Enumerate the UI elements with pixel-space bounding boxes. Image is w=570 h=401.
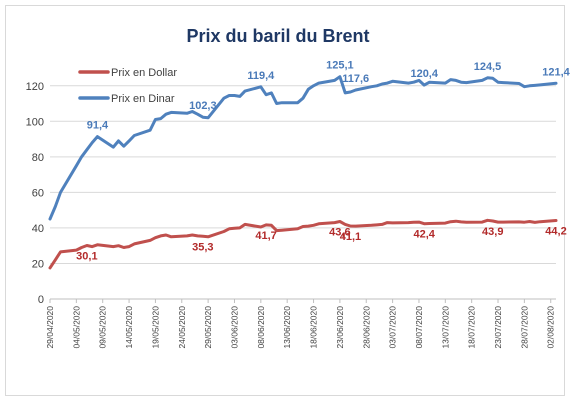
- data-label: 125,1: [326, 60, 354, 72]
- y-tick-label: 20: [32, 258, 44, 270]
- data-label: 42,4: [414, 229, 436, 241]
- data-label: 102,3: [189, 100, 217, 112]
- data-label-layer: 30,1 35,3 41,7 43,641,1 42,4 43,9 44,2 91,4 102,…: [76, 60, 570, 263]
- x-tick-label: 28/07/2020: [519, 306, 529, 349]
- x-tick-label: 18/07/2020: [467, 306, 477, 349]
- y-tick-label: 60: [32, 187, 44, 199]
- legend-label-dinar: Prix en Dinar: [111, 93, 175, 105]
- x-tick-label: 24/05/2020: [177, 306, 187, 349]
- y-tick-label: 80: [32, 152, 44, 164]
- grid-layer: [50, 85, 556, 264]
- data-label: 121,4: [542, 66, 570, 78]
- data-label: 43,6: [329, 227, 350, 239]
- series-line-dinar: [48, 75, 558, 221]
- x-tick-label: 08/06/2020: [256, 306, 266, 349]
- data-label: 35,3: [192, 241, 213, 253]
- legend-label-dollar: Prix en Dollar: [111, 67, 177, 79]
- chart-frame: [5, 5, 565, 396]
- data-label: 124,5: [474, 61, 502, 73]
- x-tick-label: 23/06/2020: [335, 306, 345, 349]
- data-label: 44,2: [545, 225, 566, 237]
- y-tick-label: 0: [38, 294, 44, 306]
- data-label: 117,6: [342, 73, 369, 85]
- x-tick-label: 18/06/2020: [309, 306, 319, 349]
- legend: Prix en Dollar Prix en Dinar: [78, 67, 177, 105]
- x-tick-label: 29/04/2020: [45, 306, 55, 349]
- series-layer: [48, 75, 558, 270]
- chart-title: Prix du baril du Brent: [186, 26, 369, 46]
- x-tick-label: 14/05/2020: [124, 306, 134, 349]
- series-line-dollar: [48, 218, 558, 270]
- data-label: 119,4: [247, 70, 275, 82]
- x-tick-label: 03/07/2020: [388, 306, 398, 349]
- data-label: 43,9: [482, 226, 503, 238]
- x-tick-label: 13/07/2020: [440, 306, 450, 349]
- x-tick-label: 09/05/2020: [98, 306, 108, 349]
- data-label: 120,4: [410, 68, 438, 80]
- x-tick-label: 04/05/2020: [71, 306, 81, 349]
- data-label: 91,4: [87, 120, 109, 132]
- x-tick-label: 13/06/2020: [282, 306, 292, 349]
- data-label: 41,1: [340, 231, 361, 243]
- x-tick-label: 19/05/2020: [150, 306, 160, 349]
- data-label: 30,1: [76, 251, 97, 263]
- y-tick-label: 120: [26, 81, 44, 93]
- y-tick-label: 40: [32, 223, 44, 235]
- data-label: 41,7: [255, 230, 276, 242]
- axis-layer: 0 20 40 60 80 100 120 29/04/2020 04/05/2020 09/05…: [26, 81, 556, 349]
- x-tick-label: 23/07/2020: [493, 306, 503, 349]
- x-tick-label: 28/06/2020: [361, 306, 371, 349]
- x-tick-label: 02/08/2020: [546, 306, 556, 349]
- y-tick-label: 100: [26, 116, 44, 128]
- x-tick-label: 03/06/2020: [229, 306, 239, 349]
- x-tick-label: 08/07/2020: [414, 306, 424, 349]
- x-tick-label: 29/05/2020: [203, 306, 213, 349]
